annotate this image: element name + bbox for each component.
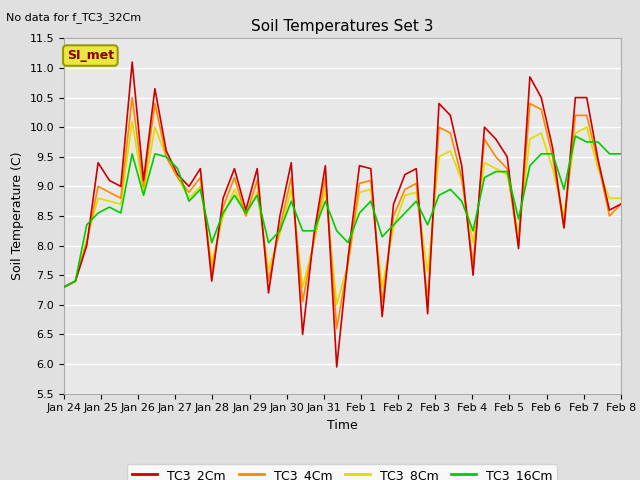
Legend: TC3_2Cm, TC3_4Cm, TC3_8Cm, TC3_16Cm: TC3_2Cm, TC3_4Cm, TC3_8Cm, TC3_16Cm: [127, 464, 557, 480]
Title: Soil Temperatures Set 3: Soil Temperatures Set 3: [251, 20, 434, 35]
Text: SI_met: SI_met: [67, 49, 114, 62]
X-axis label: Time: Time: [327, 419, 358, 432]
Y-axis label: Soil Temperature (C): Soil Temperature (C): [11, 152, 24, 280]
Text: No data for f_TC3_32Cm: No data for f_TC3_32Cm: [6, 12, 141, 23]
